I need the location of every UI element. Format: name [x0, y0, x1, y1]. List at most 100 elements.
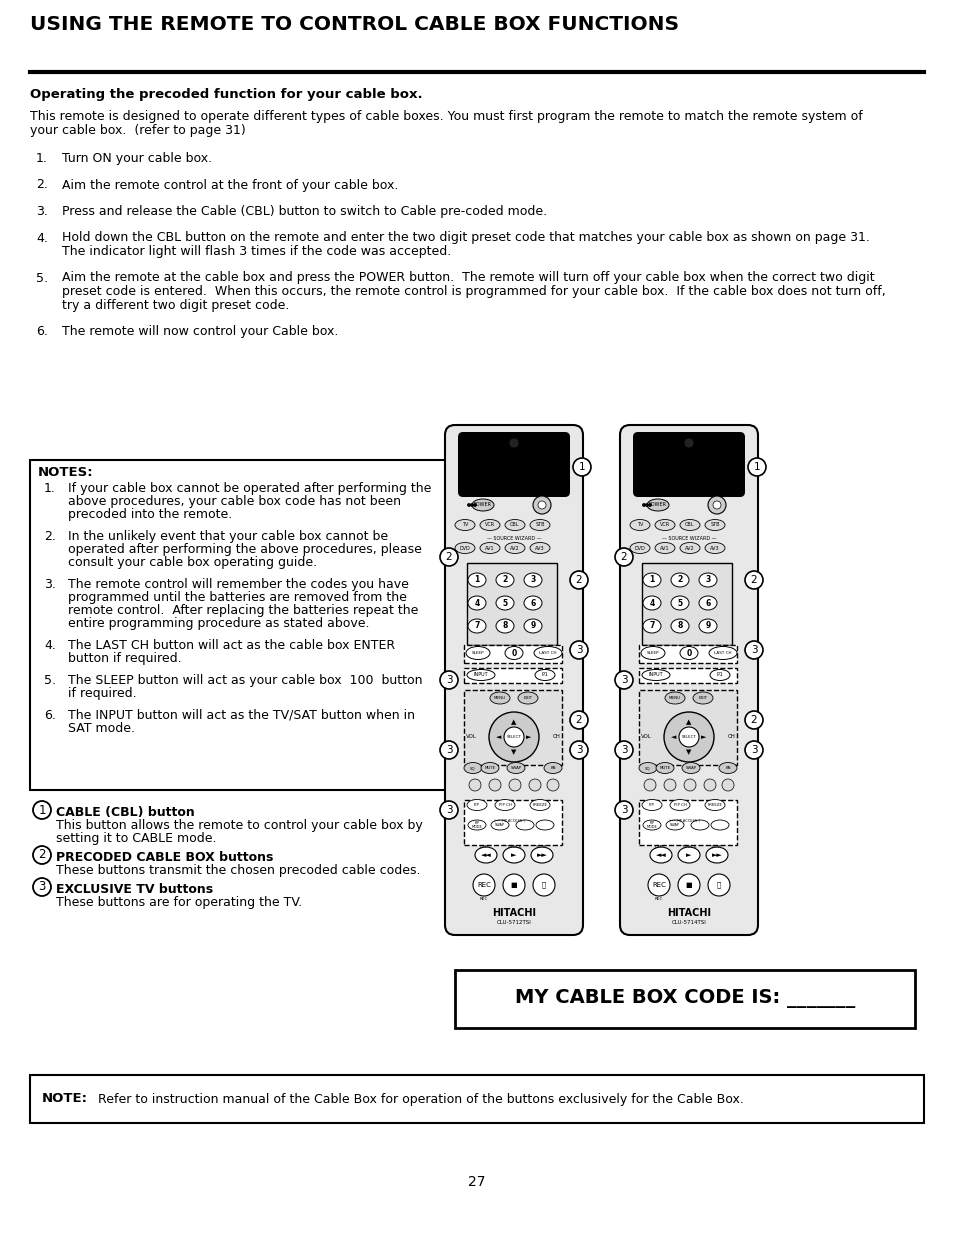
Text: 5: 5 [502, 599, 507, 608]
Ellipse shape [480, 762, 498, 773]
Text: JUMP: JUMP [654, 845, 663, 848]
Text: SWAP: SWAP [684, 766, 696, 769]
Text: MUTE: MUTE [484, 766, 495, 769]
Circle shape [707, 496, 725, 514]
Circle shape [467, 504, 470, 506]
Text: The remote will now control your Cable box.: The remote will now control your Cable b… [62, 325, 338, 338]
Text: SLEEP: SLEEP [471, 651, 484, 655]
Ellipse shape [506, 762, 524, 773]
Text: 3: 3 [620, 805, 627, 815]
Ellipse shape [523, 619, 541, 634]
Text: ◄: ◄ [496, 734, 501, 740]
Text: your cable box.  (refer to page 31): your cable box. (refer to page 31) [30, 124, 246, 137]
Circle shape [648, 504, 651, 506]
Bar [463, 645, 561, 663]
Text: programmed until the batteries are removed from the: programmed until the batteries are remov… [68, 592, 406, 604]
Ellipse shape [690, 820, 708, 830]
Text: VOL: VOL [465, 735, 476, 740]
Circle shape [546, 779, 558, 790]
Text: AV2: AV2 [684, 546, 694, 551]
Ellipse shape [467, 669, 495, 680]
Text: EXIT: EXIT [698, 697, 707, 700]
Text: 9: 9 [704, 621, 710, 631]
Ellipse shape [655, 542, 675, 553]
Text: 3.: 3. [44, 578, 56, 592]
Text: AV1: AV1 [659, 546, 669, 551]
Circle shape [474, 504, 476, 506]
Text: Aim the remote at the cable box and press the POWER button.  The remote will tur: Aim the remote at the cable box and pres… [62, 272, 874, 284]
Text: 8: 8 [502, 621, 507, 631]
Text: 1: 1 [649, 576, 654, 584]
Text: 2: 2 [575, 715, 581, 725]
Text: NOTES:: NOTES: [38, 466, 93, 479]
Ellipse shape [655, 520, 675, 531]
Text: Refer to instruction manual of the Cable Box for operation of the buttons exclus: Refer to instruction manual of the Cable… [98, 1093, 743, 1105]
Ellipse shape [678, 847, 700, 863]
Text: HITACHI: HITACHI [666, 908, 710, 918]
Text: SWAP: SWAP [669, 823, 679, 827]
Circle shape [473, 874, 495, 897]
Circle shape [744, 711, 762, 729]
Circle shape [569, 741, 587, 760]
Ellipse shape [468, 597, 485, 610]
Bar [641, 563, 731, 645]
Circle shape [529, 779, 540, 790]
Ellipse shape [642, 820, 660, 830]
Ellipse shape [530, 542, 550, 553]
Circle shape [683, 438, 693, 448]
Ellipse shape [639, 762, 657, 773]
FancyBboxPatch shape [457, 432, 569, 496]
Ellipse shape [699, 597, 717, 610]
Circle shape [615, 741, 633, 760]
Text: ├── PIP ACCESS ┤: ├── PIP ACCESS ┤ [669, 818, 700, 823]
Ellipse shape [496, 597, 514, 610]
Circle shape [509, 779, 520, 790]
Text: PIP
MODE: PIP MODE [646, 821, 657, 829]
Ellipse shape [516, 820, 534, 830]
Text: 6: 6 [530, 599, 535, 608]
Text: Operating the precoded function for your cable box.: Operating the precoded function for your… [30, 88, 422, 101]
Text: The remote control will remember the codes you have: The remote control will remember the cod… [68, 578, 409, 592]
Text: DVD: DVD [459, 546, 470, 551]
Text: STB: STB [535, 522, 544, 527]
Circle shape [502, 874, 524, 897]
Text: 6: 6 [704, 599, 710, 608]
Text: PIP: PIP [474, 803, 479, 806]
Text: CH: CH [727, 735, 735, 740]
Circle shape [569, 571, 587, 589]
Text: BN: BN [724, 766, 730, 769]
Circle shape [569, 711, 587, 729]
Bar [30, 459, 448, 790]
Text: ►: ► [685, 852, 691, 858]
Text: ►►: ►► [536, 852, 547, 858]
Circle shape [33, 846, 51, 864]
Text: CLU-5714TSI: CLU-5714TSI [671, 920, 706, 925]
Text: consult your cable box operating guide.: consult your cable box operating guide. [68, 556, 316, 569]
Text: ►: ► [700, 734, 706, 740]
Bar [463, 690, 561, 764]
Ellipse shape [640, 646, 664, 659]
Text: AV1: AV1 [485, 546, 495, 551]
Text: ►: ► [511, 852, 517, 858]
Ellipse shape [463, 762, 481, 773]
Ellipse shape [681, 762, 700, 773]
Text: THWCK: THWCK [506, 845, 520, 848]
Ellipse shape [669, 799, 689, 810]
Text: 2: 2 [620, 552, 627, 562]
Text: 7: 7 [474, 621, 479, 631]
Ellipse shape [468, 619, 485, 634]
Circle shape [643, 779, 656, 790]
Text: 1: 1 [578, 462, 585, 472]
Text: 3: 3 [445, 676, 452, 685]
Text: 5.: 5. [44, 674, 56, 687]
Text: entire programming procedure as stated above.: entire programming procedure as stated a… [68, 618, 369, 630]
Text: This button allows the remote to control your cable box by: This button allows the remote to control… [56, 819, 422, 832]
Text: SLOW: SLOW [536, 845, 547, 848]
Text: If your cable box cannot be operated after performing the: If your cable box cannot be operated aft… [68, 482, 431, 495]
Text: SLEEP: SLEEP [646, 651, 659, 655]
Circle shape [503, 727, 523, 747]
Text: 3: 3 [530, 576, 535, 584]
Ellipse shape [649, 847, 671, 863]
Ellipse shape [530, 520, 550, 531]
Bar [467, 563, 557, 645]
